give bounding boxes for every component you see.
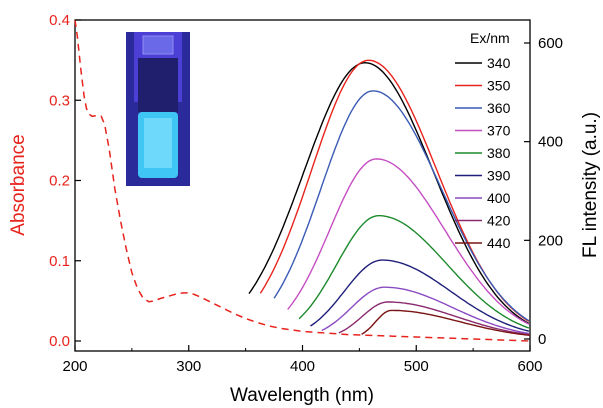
legend-label-440: 440 [487, 235, 511, 251]
legend-label-370: 370 [487, 123, 511, 139]
y-left-tick-label: 0.0 [49, 333, 70, 350]
legend-label-380: 380 [487, 145, 511, 161]
fl-curve-380 [298, 215, 530, 329]
legend-label-360: 360 [487, 100, 511, 116]
legend-label-390: 390 [487, 168, 511, 184]
y-axis-left: 0.0 0.1 0.2 0.3 0.4 [49, 12, 81, 350]
x-tick-label: 500 [404, 358, 429, 375]
fl-curve-400 [321, 286, 530, 335]
legend-label-400: 400 [487, 190, 511, 206]
y-axis-left-title: Absorbance [8, 134, 29, 235]
inset-vial-photo [126, 32, 190, 186]
legend: Ex/nm 340 350 360 370 380 390 400 420 440 [455, 30, 511, 251]
fl-curve-420 [338, 301, 531, 336]
y-left-tick-label: 0.2 [49, 173, 70, 190]
x-tick-label: 400 [290, 358, 315, 375]
x-tick-label: 600 [517, 358, 542, 375]
fl-curve-440 [361, 309, 531, 337]
legend-label-350: 350 [487, 78, 511, 94]
x-tick-label: 300 [176, 358, 201, 375]
legend-label-340: 340 [487, 55, 511, 71]
y-right-tick-label: 200 [538, 232, 563, 249]
fl-curve-370 [287, 158, 530, 325]
y-right-tick-label: 600 [538, 35, 563, 52]
y-axis-right-title: FL intensity (a.u.) [580, 112, 601, 258]
y-left-tick-label: 0.1 [49, 253, 70, 270]
fl-curve-360 [273, 90, 530, 322]
absorbance-curve [74, 19, 531, 342]
y-axis-right: 0 200 400 600 [524, 35, 563, 348]
fl-curve-390 [310, 259, 530, 332]
fl-curve-340 [248, 61, 530, 325]
x-axis-title: Wavelength (nm) [230, 385, 374, 406]
y-right-tick-label: 0 [538, 331, 546, 348]
x-axis: 200 300 400 500 600 [62, 345, 543, 375]
legend-label-420: 420 [487, 213, 511, 229]
y-right-tick-label: 400 [538, 134, 563, 151]
curves-layer [74, 19, 531, 342]
legend-title: Ex/nm [470, 30, 510, 46]
y-left-tick-label: 0.4 [49, 12, 70, 29]
x-tick-label: 200 [62, 358, 87, 375]
y-left-tick-label: 0.3 [49, 92, 70, 109]
